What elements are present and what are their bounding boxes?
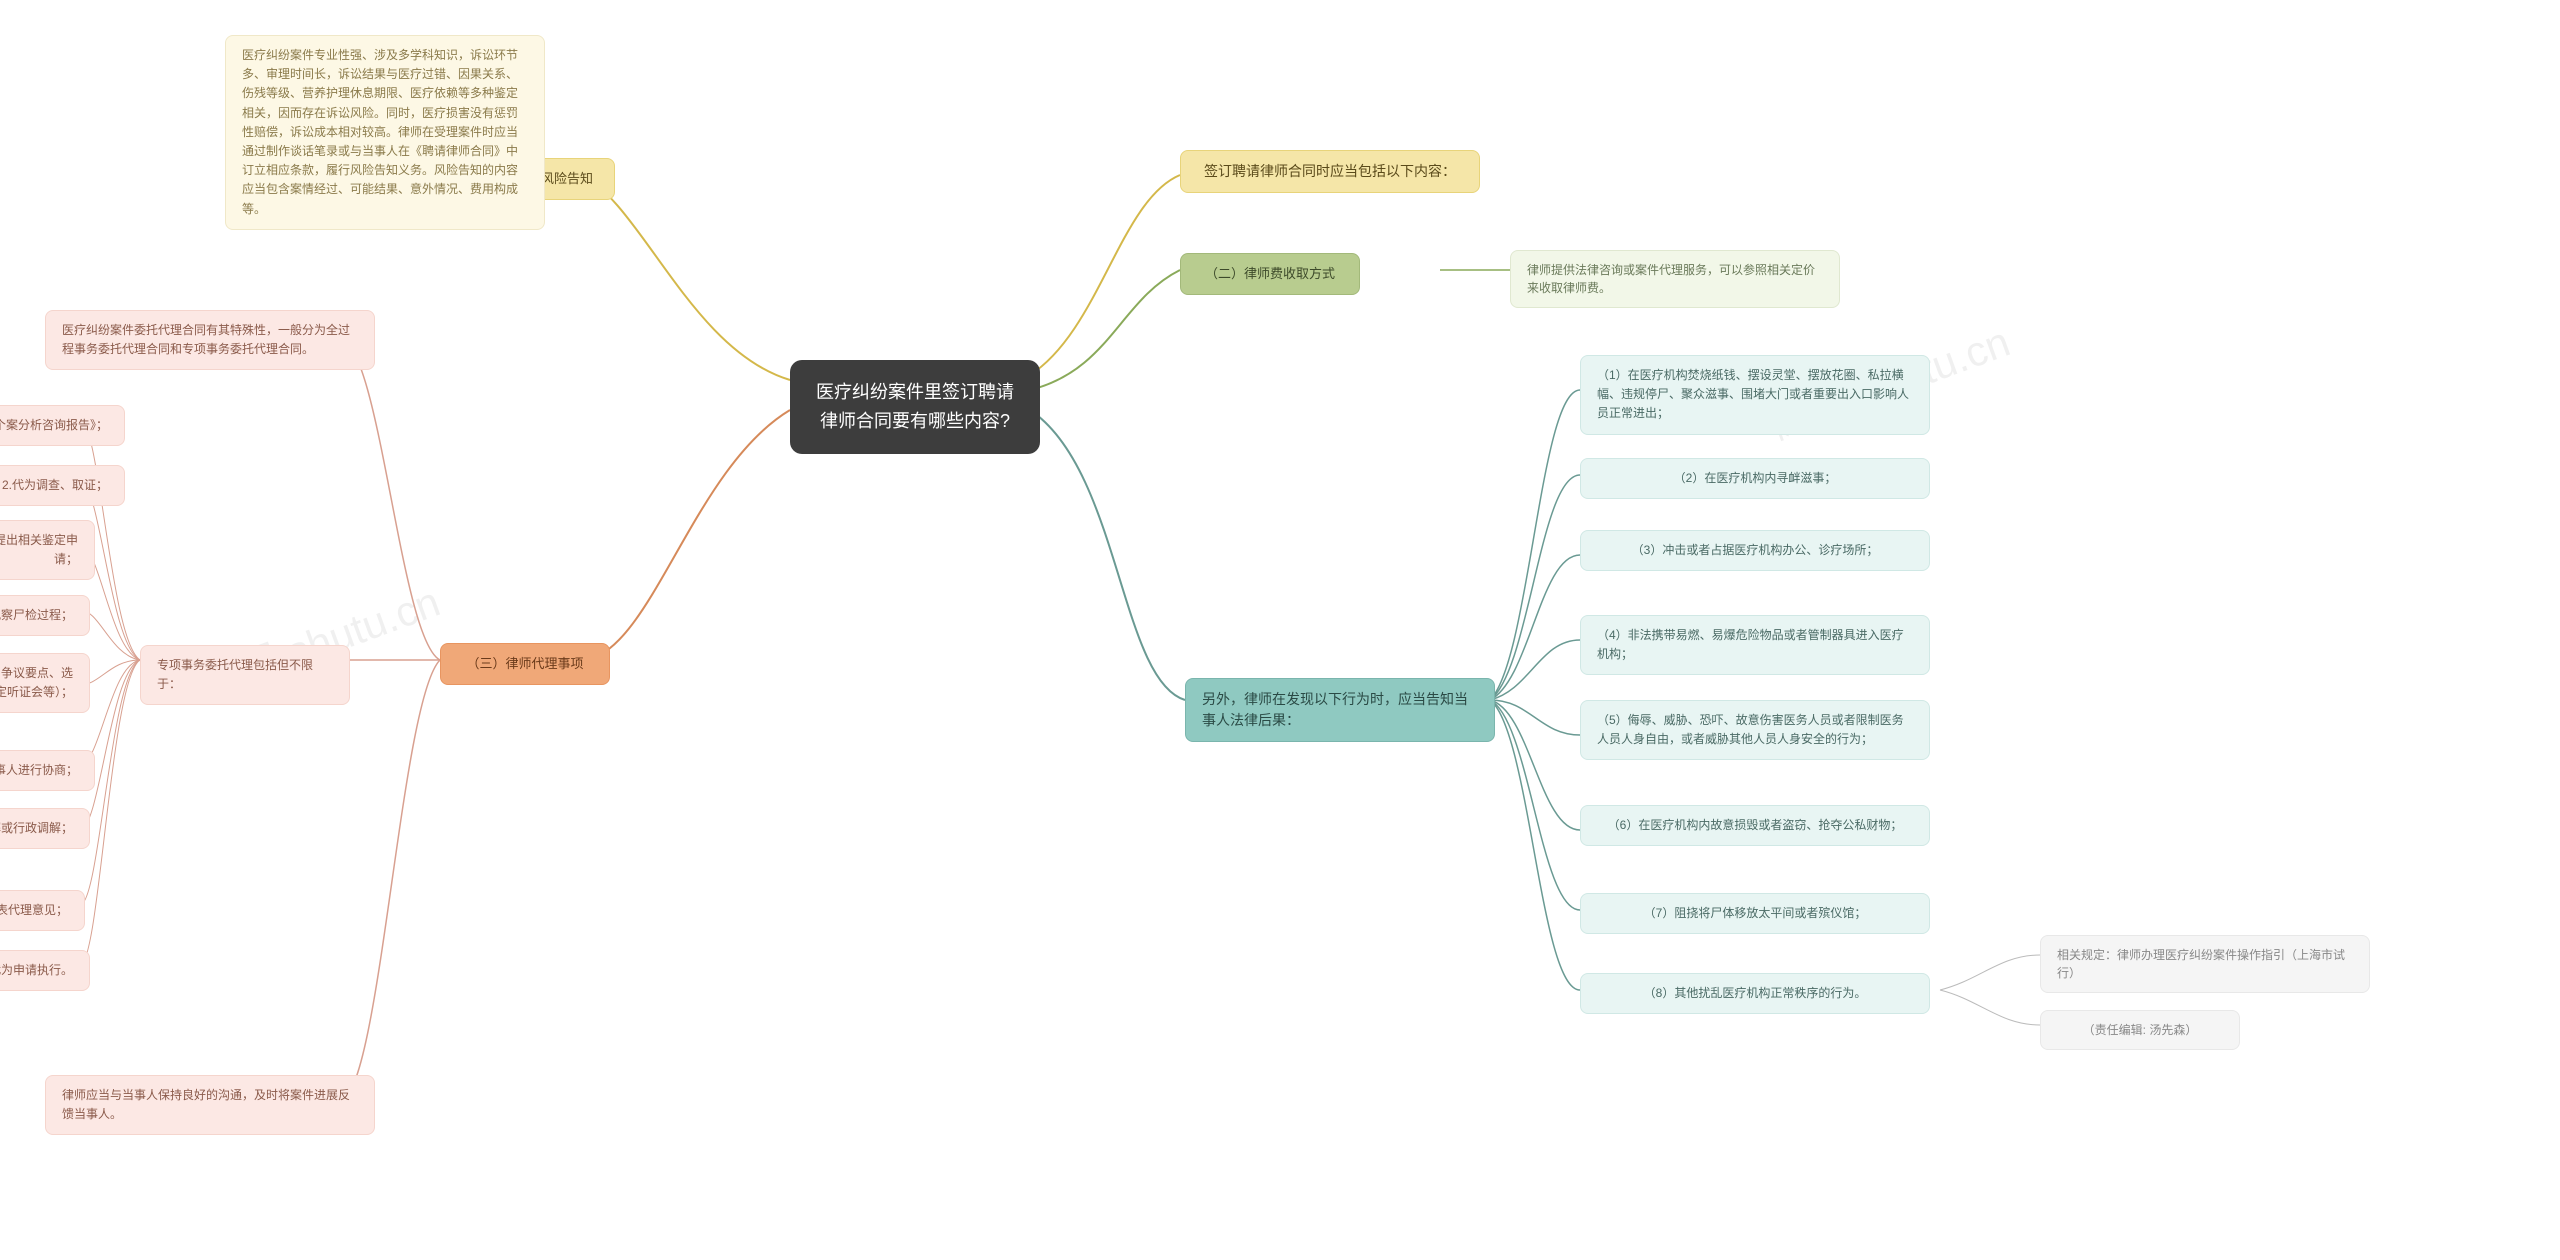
branch-3-item-9: 9.代为申请执行。: [0, 950, 90, 991]
branch-4-item-3: （3）冲击或者占据医疗机构办公、诊疗场所；: [1580, 530, 1930, 571]
branch-2-note: 律师提供法律咨询或案件代理服务，可以参照相关定价来收取律师费。: [1510, 250, 1840, 308]
branch-4-item-1: （1）在医疗机构焚烧纸钱、摆设灵堂、摆放花圈、私拉横幅、违规停尸、聚众滋事、围堵…: [1580, 355, 1930, 435]
branch-4-label: 另外，律师在发现以下行为时，应当告知当事人法律后果：: [1202, 689, 1478, 731]
intro-node[interactable]: 签订聘请律师合同时应当包括以下内容：: [1180, 150, 1480, 193]
branch-4-item-7: （7）阻挠将尸体移放太平间或者殡仪馆；: [1580, 893, 1930, 934]
branch-3-label: （三）律师代理事项: [466, 654, 583, 674]
branch-3-item-8: 8.代为出席庭审、发表代理意见；: [0, 890, 85, 931]
mindmap-canvas: 树图 shutu.cn 树图 shutu.cn: [0, 0, 2560, 1260]
center-node[interactable]: 医疗纠纷案件里签订聘请 律师合同要有哪些内容?: [790, 360, 1040, 454]
branch-3-footer: 律师应当与当事人保持良好的沟通，及时将案件进展反馈当事人。: [45, 1075, 375, 1135]
branch-3-item-2: 2.代为调查、取证；: [0, 465, 125, 506]
branch-3-item-3: 3.代为复印、封存病历资料或实物封存并提出相关鉴定申请；: [0, 520, 95, 580]
branch-2-label: （二）律师费收取方式: [1205, 264, 1335, 284]
branch-4-item-4: （4）非法携带易燃、易爆危险物品或者管制器具进入医疗机构；: [1580, 615, 1930, 675]
intro-text: 签订聘请律师合同时应当包括以下内容：: [1204, 161, 1456, 182]
branch-2[interactable]: （二）律师费收取方式: [1180, 253, 1360, 295]
branch-4-item-6: （6）在医疗机构内故意损毁或者盗窃、抢夺公私财物；: [1580, 805, 1930, 846]
branch-3-intro: 医疗纠纷案件委托代理合同有其特殊性，一般分为全过程事务委托代理合同和专项事务委托…: [45, 310, 375, 370]
branch-4-item-2: （2）在医疗机构内寻衅滋事；: [1580, 458, 1930, 499]
branch-4-item-8: （8）其他扰乱医疗机构正常秩序的行为。: [1580, 973, 1930, 1014]
branch-3-item-7: 7.参与并指导当事人进行人民调解或行政调解；: [0, 808, 90, 849]
branch-3-item-5: 5.代为参与鉴定（包括提交陈述意见或答辩书、争议要点、选择鉴定机构及鉴定专家、参…: [0, 653, 90, 713]
branch-3-item-6: 6.参与并指导当事人进行协商；: [0, 750, 95, 791]
branch-4-note-2: （责任编辑: 汤先森）: [2040, 1010, 2240, 1050]
branch-3-item-4: 4.代为提起尸体解剖申请和观察尸检过程；: [0, 595, 90, 636]
branch-4-note-1: 相关规定：律师办理医疗纠纷案件操作指引（上海市试行）: [2040, 935, 2370, 993]
center-text: 医疗纠纷案件里签订聘请 律师合同要有哪些内容?: [816, 378, 1014, 436]
branch-4[interactable]: 另外，律师在发现以下行为时，应当告知当事人法律后果：: [1185, 678, 1495, 742]
branch-3-item-1: 1.代为出具《医疗案件个案分析咨询报告》；: [0, 405, 125, 446]
branch-1-note: 医疗纠纷案件专业性强、涉及多学科知识，诉讼环节多、审理时间长，诉讼结果与医疗过错…: [225, 35, 545, 230]
branch-3[interactable]: （三）律师代理事项: [440, 643, 610, 685]
branch-3-sublabel: 专项事务委托代理包括但不限于：: [140, 645, 350, 705]
branch-4-item-5: （5）侮辱、威胁、恐吓、故意伤害医务人员或者限制医务人员人身自由，或者威胁其他人…: [1580, 700, 1930, 760]
